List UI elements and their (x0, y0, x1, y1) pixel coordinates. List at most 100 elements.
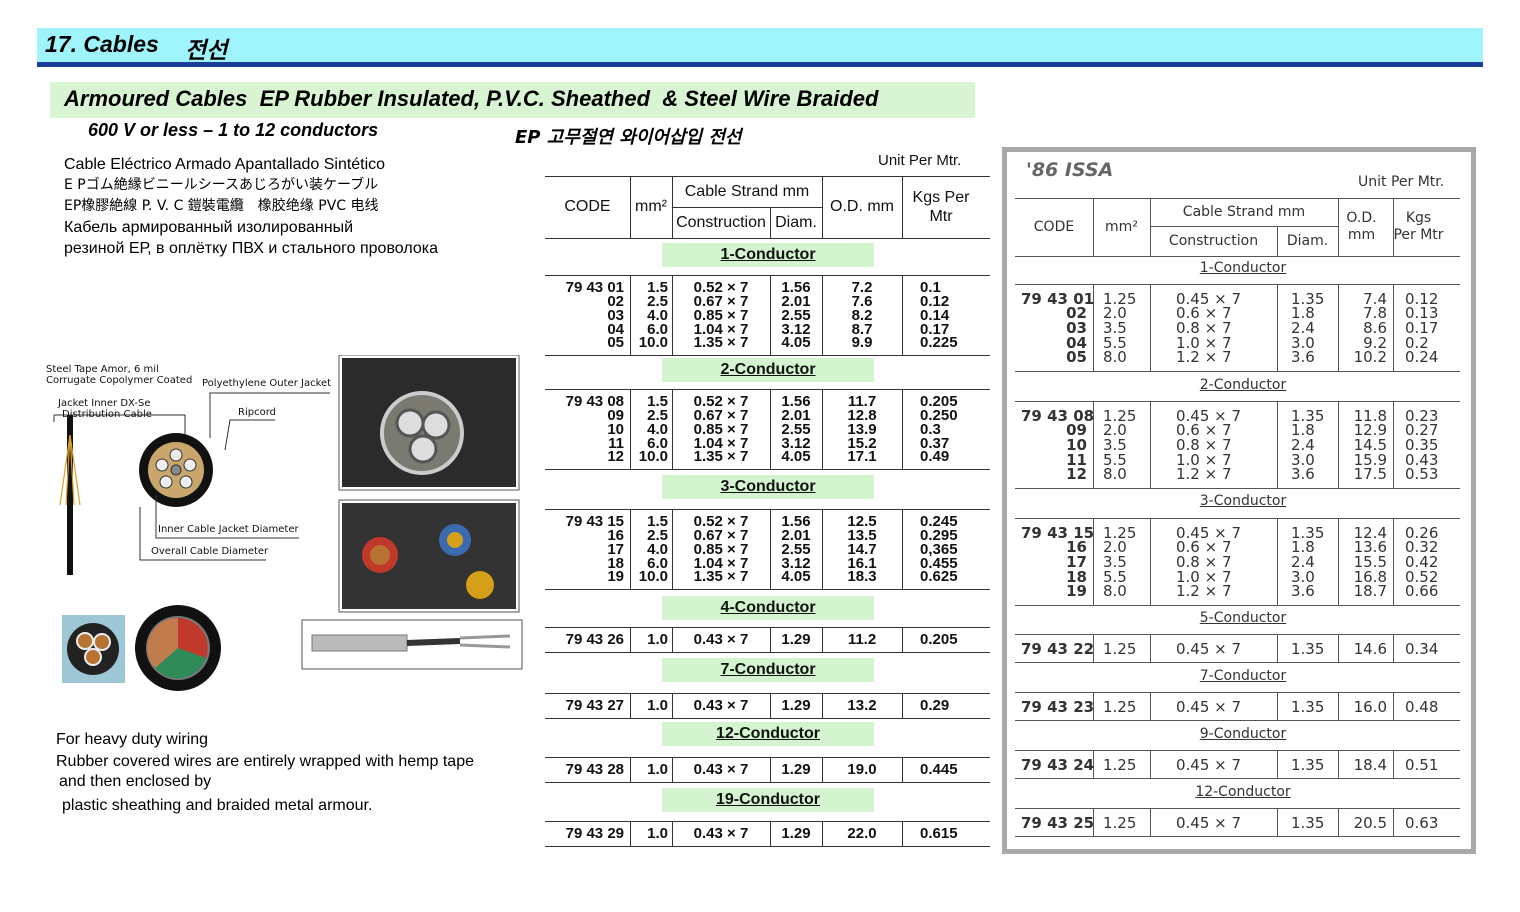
rule (1015, 662, 1460, 664)
cell-mm2: 2.5 (647, 292, 668, 310)
rule (1277, 633, 1278, 663)
cell-mm2: 1.25 (1103, 639, 1137, 658)
cell-kgs: 0.2 (1405, 333, 1429, 352)
cell-kgs: 0.295 (920, 526, 958, 544)
header-od: O.D. mm (830, 198, 894, 216)
cell-kgs: 0.250 (920, 406, 958, 424)
cell-kgs: 0.455 (920, 554, 958, 572)
cell-kgs: 0.27 (1405, 421, 1439, 440)
name-line: резиной ЕР, в оплётку ПВХ и стального пр… (64, 240, 438, 257)
cell-kgs: 0.48 (1405, 697, 1439, 716)
cell-diam: 3.12 (781, 554, 811, 572)
cell-construction: 0.8 × 7 (1176, 318, 1232, 337)
cell-kgs: 0.445 (920, 761, 958, 779)
rule (545, 509, 990, 511)
cell-mm2: 10.0 (638, 334, 668, 352)
cell-code: 03 (607, 306, 624, 324)
rule (1338, 198, 1339, 256)
rule (630, 693, 631, 718)
cell-construction: 0.45 × 7 (1176, 813, 1242, 832)
braided-cable (311, 634, 408, 652)
unit-label: Unit Per Mtr. (878, 152, 962, 169)
cell-mm2: 1.0 (647, 825, 668, 843)
cell-od: 17.1 (847, 448, 877, 466)
rule (1150, 633, 1151, 663)
rule (630, 627, 631, 652)
cell-code: 16 (607, 526, 624, 544)
cell-kgs: 0.32 (1405, 538, 1439, 557)
description: For heavy duty wiring Rubber covered wir… (56, 729, 474, 817)
cell-construction: 0.43 × 7 (693, 825, 749, 843)
cell-kgs: 0.245 (920, 513, 958, 531)
cell-od: 12.9 (1353, 421, 1387, 440)
cell-od: 13.2 (847, 697, 877, 715)
figure-label: Overall Cable Diameter (151, 546, 269, 557)
rule (630, 821, 631, 846)
cell-mm2: 10.0 (638, 568, 668, 586)
names: Cable Eléctrico Armado Apantallado Sinté… (64, 154, 438, 259)
rule (1150, 807, 1151, 837)
cell-construction: 0.52 × 7 (693, 279, 749, 297)
photo-cores (395, 408, 451, 464)
cell-mm2: 5.5 (1103, 567, 1127, 586)
cell-construction: 0.85 × 7 (693, 306, 749, 324)
cell-diam: 1.8 (1291, 538, 1315, 557)
rule (1093, 400, 1094, 488)
cell-diam: 2.4 (1291, 318, 1315, 337)
cell-kgs: 0.49 (920, 448, 950, 466)
cell-mm2: 1.0 (647, 631, 668, 649)
rule (770, 509, 771, 590)
rule (1150, 691, 1151, 721)
rule (770, 627, 771, 652)
cell-mm2: 1.5 (647, 393, 668, 411)
description-line: For heavy duty wiring (56, 731, 209, 748)
rule (902, 176, 903, 238)
rule (630, 176, 631, 238)
cell-od: 14.5 (1353, 435, 1387, 454)
rule (770, 821, 771, 846)
cell-diam: 3.0 (1291, 567, 1315, 586)
cell-construction: 0.6 × 7 (1176, 304, 1232, 323)
cell-mm2: 1.25 (1103, 406, 1137, 425)
cell-construction: 0.45 × 7 (1176, 406, 1242, 425)
section-korean: 전선 (185, 38, 228, 64)
cell-kgs: 0.63 (1405, 813, 1439, 832)
rule (1393, 749, 1394, 779)
rule (545, 176, 990, 177)
cell-code: 04 (607, 320, 624, 338)
rule (1277, 517, 1278, 605)
leader (139, 507, 266, 561)
cell-mm2: 3.5 (1103, 435, 1127, 454)
cell-construction: 0.6 × 7 (1176, 538, 1232, 557)
cell-code: 79 43 08 (565, 393, 624, 411)
cell-construction: 0.67 × 7 (693, 406, 749, 424)
cell-mm2: 8.0 (1103, 348, 1127, 367)
photo-round-cores (147, 617, 208, 679)
cell-code: 18 (1066, 567, 1087, 586)
rule (672, 176, 673, 238)
header-diam: Diam. (1286, 232, 1329, 249)
header-rule (37, 62, 1483, 67)
rule (1277, 691, 1278, 721)
rule (1338, 749, 1339, 779)
cell-mm2: 5.5 (1103, 333, 1127, 352)
rule (545, 589, 990, 591)
cell-od: 7.8 (1363, 304, 1387, 323)
cell-diam: 1.35 (1291, 697, 1325, 716)
rule (672, 275, 673, 356)
cell-diam: 2.55 (781, 540, 811, 558)
figure-label: Ripcord (238, 407, 276, 418)
cell-code: 16 (1066, 538, 1087, 557)
cell-kgs: 0.42 (1405, 552, 1439, 571)
group-label: 5-Conductor (1199, 610, 1287, 626)
cell-code: 79 43 08 (1021, 406, 1095, 425)
cell-construction: 1.2 × 7 (1176, 582, 1232, 601)
cell-construction: 1.35 × 7 (693, 448, 749, 466)
cell-code: 79 43 01 (565, 279, 624, 297)
rule (1093, 517, 1094, 605)
cell-construction: 1.0 × 7 (1176, 567, 1232, 586)
rule (1277, 749, 1278, 779)
rule (770, 207, 771, 238)
cell-diam: 1.35 (1291, 639, 1325, 658)
leader (155, 495, 299, 539)
